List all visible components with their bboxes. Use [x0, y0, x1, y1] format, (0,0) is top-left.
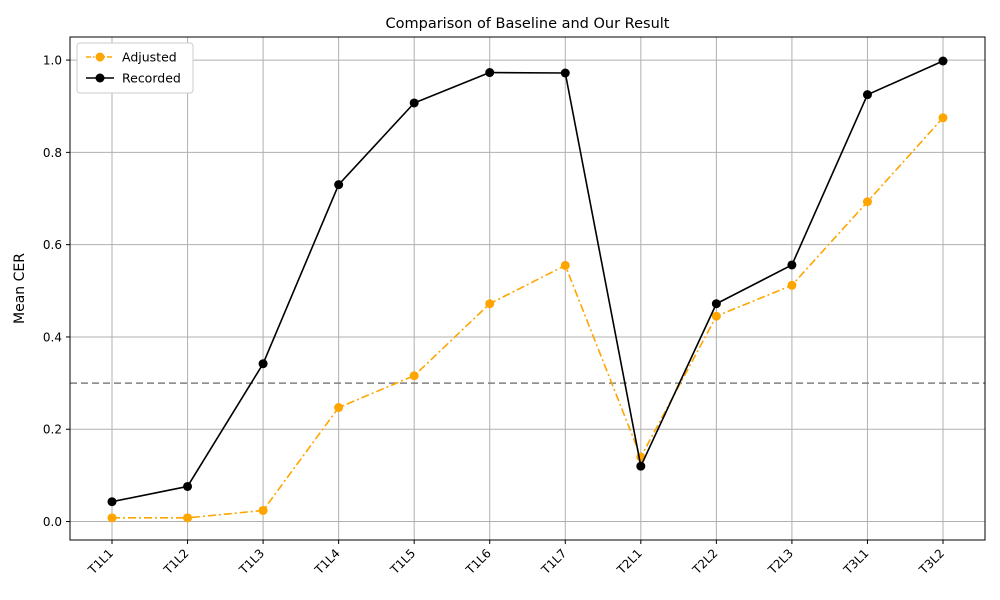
series-adjusted-point	[183, 513, 193, 523]
y-tick-label: 0.8	[43, 146, 62, 160]
series-recorded-point	[560, 68, 570, 78]
y-tick-label: 1.0	[43, 54, 62, 68]
series-recorded-point	[409, 98, 419, 108]
y-tick-label: 0.6	[43, 238, 62, 252]
series-adjusted-point	[862, 197, 872, 207]
series-adjusted-point	[787, 280, 797, 290]
series-adjusted-line	[112, 117, 944, 519]
series-adjusted-point	[938, 113, 948, 123]
series-adjusted-point	[409, 371, 419, 381]
series-recorded-point	[636, 461, 646, 471]
series-adjusted-point	[711, 311, 721, 321]
legend-recorded-marker	[95, 73, 105, 83]
series-adjusted-point	[258, 505, 268, 515]
legend-adjusted-marker	[95, 52, 105, 62]
series-recorded	[107, 56, 948, 507]
series-adjusted-point	[107, 513, 117, 523]
legend: Adjusted Recorded	[76, 42, 194, 94]
series-recorded-point	[938, 56, 948, 66]
y-axis-label: Mean CER	[12, 253, 28, 324]
y-tick-label: 0.0	[43, 515, 62, 529]
series-recorded-point	[258, 359, 268, 369]
series-recorded-point	[107, 497, 117, 507]
series-recorded-point	[787, 260, 797, 270]
legend-box	[76, 42, 194, 94]
series-recorded-point	[862, 90, 872, 100]
plot-frame	[69, 36, 986, 541]
series-adjusted-point	[485, 299, 495, 309]
series-recorded-point	[485, 68, 495, 78]
legend-recorded-label: Recorded	[122, 71, 181, 86]
series-group	[107, 56, 948, 523]
series-adjusted-point	[334, 403, 344, 413]
series-recorded-line	[111, 60, 944, 503]
series-adjusted	[107, 113, 948, 523]
series-recorded-point	[183, 481, 193, 491]
series-adjusted-point	[560, 260, 570, 270]
series-recorded-point	[334, 180, 344, 190]
y-tick-label: 0.4	[43, 330, 62, 344]
chart-title: Comparison of Baseline and Our Result	[386, 16, 670, 32]
series-recorded-point	[711, 299, 721, 309]
legend-adjusted-label: Adjusted	[122, 50, 177, 65]
y-tick-label: 0.2	[43, 423, 62, 437]
